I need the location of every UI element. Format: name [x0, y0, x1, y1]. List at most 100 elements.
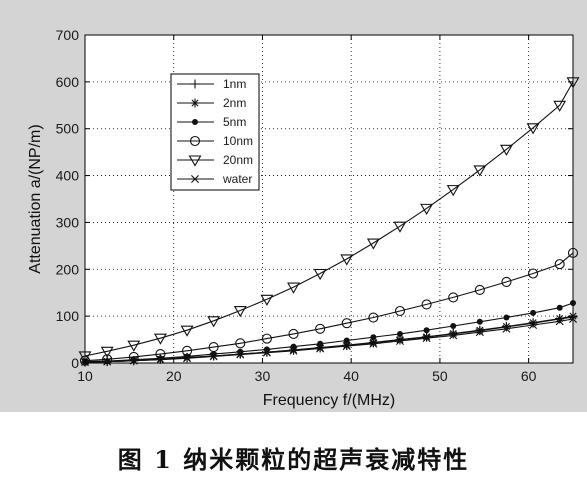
marker-triangle [393, 221, 407, 233]
marker-triangle [473, 165, 487, 177]
marker-triangle [207, 316, 221, 328]
legend-item-1nm: 1nm [177, 77, 246, 91]
marker-triangle [313, 268, 327, 281]
marker-plus [190, 79, 200, 89]
x-tick-label: 50 [432, 368, 448, 384]
legend-item-5nm: 5nm [177, 115, 246, 129]
marker-circle [181, 345, 193, 356]
marker-circle [567, 247, 579, 258]
marker-circle [341, 318, 352, 329]
marker-cross [555, 317, 564, 326]
x-tick-label: 60 [521, 368, 537, 384]
marker-asterisk [190, 98, 200, 108]
marker-triangle [233, 305, 247, 318]
marker-cross [156, 355, 165, 364]
marker-dot [343, 337, 350, 344]
x-tick-label: 40 [343, 368, 359, 384]
marker-triangle [553, 100, 567, 112]
marker-dot [503, 314, 510, 321]
marker-dot [396, 330, 403, 337]
marker-triangle [260, 294, 274, 306]
marker-asterisk [475, 325, 485, 335]
marker-dot [370, 334, 377, 341]
x-tick-label: 30 [255, 368, 271, 384]
series-10nm [79, 247, 579, 366]
marker-circle [155, 349, 166, 360]
marker-cross [236, 350, 245, 359]
marker-triangle [100, 346, 114, 358]
marker-circle [501, 276, 512, 287]
marker-dot [423, 327, 430, 334]
legend: 1nm 2nm 5nm 10nm 20nm water [170, 73, 260, 191]
marker-cross [191, 175, 199, 183]
legend-label: water [222, 172, 252, 186]
marker-triangle [127, 340, 141, 352]
marker-circle [79, 355, 91, 366]
legend-label: 2nm [223, 96, 246, 110]
marker-cross [209, 352, 218, 361]
marker-circle [421, 299, 432, 310]
marker-dot [530, 309, 537, 316]
marker-triangle [526, 123, 540, 135]
y-tick-label: 300 [56, 214, 80, 230]
marker-cross [183, 354, 192, 363]
marker-circle [528, 268, 539, 279]
y-tick-label: 600 [56, 74, 80, 90]
marker-dot [476, 318, 483, 325]
marker-dot [317, 340, 324, 347]
marker-triangle [180, 325, 194, 337]
y-tick-label: 100 [56, 308, 80, 324]
marker-circle [394, 305, 406, 317]
legend-item-10nm: 10nm [177, 134, 253, 148]
series-line-water [84, 318, 574, 363]
marker-triangle [78, 351, 92, 363]
marker-triangle [287, 282, 300, 294]
plot-area [84, 34, 574, 364]
marker-dot [263, 346, 270, 353]
marker-circle [474, 284, 485, 295]
marker-dot [570, 300, 576, 307]
marker-cross [103, 357, 112, 366]
marker-cross [129, 356, 138, 365]
marker-cross [369, 339, 378, 348]
legend-label: 1nm [223, 77, 246, 91]
marker-triangle [420, 203, 434, 215]
marker-circle [189, 135, 201, 147]
legend-item-20nm: 20nm [177, 153, 253, 167]
marker-circle [102, 354, 113, 365]
marker-dot [290, 343, 297, 350]
y-tick-label: 0 [71, 355, 79, 371]
marker-dot [192, 119, 198, 125]
y-tick-label: 400 [56, 168, 80, 184]
marker-cross [342, 342, 351, 351]
legend-label: 5nm [223, 115, 246, 129]
legend-box [170, 73, 260, 191]
series-line-5nm [84, 302, 574, 363]
marker-cross [316, 344, 325, 353]
y-tick-label: 200 [56, 261, 80, 277]
marker-circle [554, 259, 565, 270]
marker-triangle [566, 77, 580, 89]
marker-dot [450, 322, 457, 329]
marker-circle [235, 338, 246, 349]
marker-asterisk [422, 332, 432, 342]
marker-triangle [500, 144, 513, 156]
marker-cross [262, 348, 271, 357]
marker-circle [261, 333, 272, 344]
marker-cross [289, 346, 298, 355]
marker-circle [315, 323, 326, 334]
legend-label: 20nm [223, 153, 253, 167]
marker-cross [529, 321, 538, 330]
x-tick-label: 10 [77, 368, 93, 384]
marker-triangle [153, 333, 167, 345]
figure-panel: 10 20 30 40 50 60 0 100 200 300 400 500 600 700 Frequ… [0, 0, 587, 412]
x-tick-label: 20 [166, 368, 182, 384]
marker-dot [556, 304, 563, 311]
y-tick-label: 500 [56, 121, 80, 137]
marker-cross [449, 331, 458, 340]
marker-triangle [366, 238, 380, 250]
y-tick-label: 700 [56, 27, 80, 43]
marker-cross [422, 334, 431, 343]
